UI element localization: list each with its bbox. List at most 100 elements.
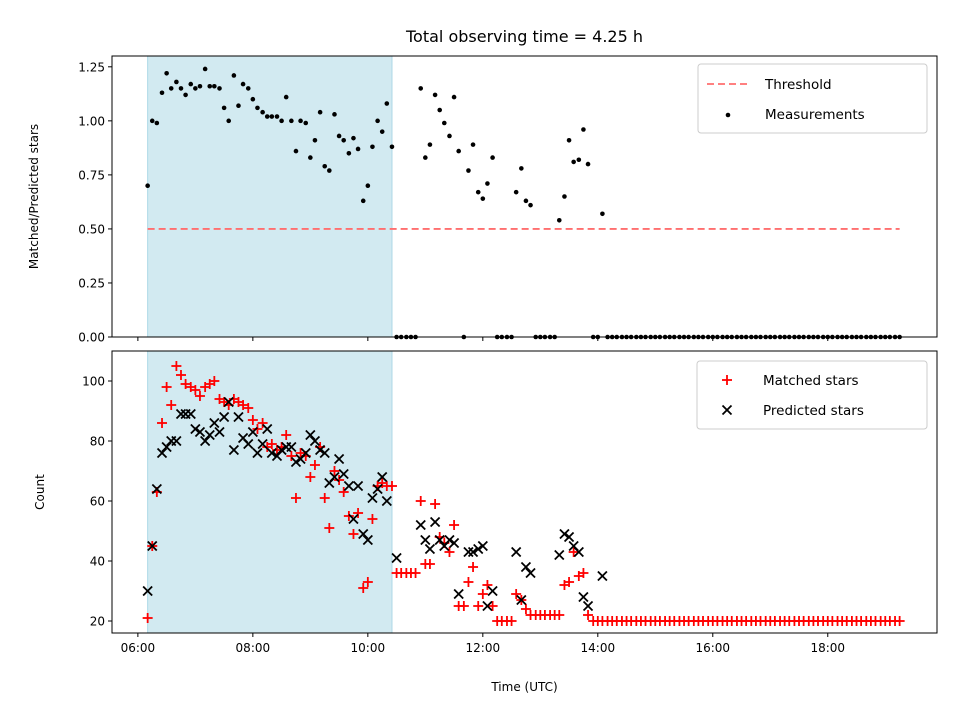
predicted-star-point (247, 426, 258, 438)
matched-star-point (564, 577, 575, 587)
predicted-star-point-b (381, 495, 392, 507)
top-y-ticks: 0.00 0.25 0.50 0.75 1.00 1.25 (78, 60, 112, 345)
predicted-star-point (391, 552, 402, 564)
predicted-star-point (467, 546, 479, 558)
measurement-point (418, 86, 424, 91)
predicted-star-point (314, 444, 326, 456)
predicted-star-point (362, 534, 373, 546)
measurement-point (360, 198, 366, 204)
predicted-star-point-b (482, 600, 493, 612)
legend-threshold-label: Threshold (764, 77, 832, 93)
matched-star-point (243, 403, 254, 413)
matched-star-point (324, 523, 335, 533)
matched-star-point (334, 475, 345, 485)
measurement-point (264, 114, 270, 119)
predicted-star-point-b (329, 471, 340, 483)
predicted-star-point (209, 417, 220, 429)
predicted-star-point (578, 591, 589, 603)
matched-star-point (568, 547, 579, 557)
predicted-star-point-b (147, 540, 158, 552)
predicted-star-point-b (199, 435, 211, 447)
measurement-point (576, 157, 582, 163)
predicted-star-point (420, 534, 431, 546)
measurement-point (221, 105, 227, 111)
measurement-point (379, 129, 385, 134)
observing-window-shade (147, 350, 393, 634)
predicted-star-point (223, 396, 234, 408)
predicted-star-point-b (262, 423, 273, 435)
measurement-point (451, 94, 457, 100)
predicted-star-point-b (204, 429, 215, 441)
matched-star-point (180, 379, 191, 389)
matched-star-point (161, 382, 172, 392)
predicted-star-point (185, 408, 196, 420)
matched-star-point (430, 499, 441, 509)
predicted-star-point-b (314, 444, 326, 456)
predicted-star-point (161, 441, 172, 453)
y-tick-label: 0.75 (78, 168, 105, 182)
matched-star-point (520, 604, 531, 614)
predicted-star-point-b (420, 534, 431, 546)
x-tick-label: 12:00 (466, 641, 501, 655)
measurement-point (336, 133, 342, 139)
x-axis-label: Time (UTC) (490, 680, 557, 694)
measurement-point (475, 189, 481, 195)
measurement-point (174, 79, 179, 85)
predicted-star-point-b (185, 408, 196, 420)
predicted-star-point-b (171, 435, 182, 447)
predicted-star-point-b (424, 543, 436, 555)
predicted-star-point (463, 546, 474, 558)
measurement-point (365, 183, 371, 188)
predicted-star-point (142, 585, 153, 597)
predicted-star-point-b (525, 567, 536, 579)
predicted-star-point (233, 411, 244, 423)
predicted-star-point (214, 426, 225, 438)
predicted-star-point (300, 447, 311, 459)
measurement-point (231, 73, 237, 78)
measurement-point (312, 138, 318, 143)
measurement-point (145, 183, 150, 188)
predicted-star-point (218, 411, 230, 423)
predicted-star-point (377, 471, 388, 483)
predicted-star-point (171, 435, 182, 447)
predicted-star-point-b (568, 540, 579, 552)
predicted-star-point (290, 456, 302, 468)
predicted-star-point (252, 447, 263, 459)
predicted-star-point (511, 546, 522, 558)
predicted-star-point (305, 429, 316, 441)
predicted-star-point (520, 561, 532, 573)
predicted-star-point-b (237, 432, 249, 444)
predicted-star-point-b (333, 453, 345, 465)
predicted-star-point (343, 480, 355, 492)
measurement-point (351, 135, 356, 141)
matched-star-point (209, 376, 220, 386)
matched-star-point (487, 601, 498, 611)
predicted-star-point (573, 546, 584, 558)
legend-cross (721, 404, 733, 416)
bottom-y-ticks: 20 40 60 80 100 (82, 375, 112, 629)
matched-star-point (171, 361, 182, 371)
y-tick-label: 100 (82, 375, 105, 389)
measurement-point (293, 148, 299, 154)
predicted-star-point-b (218, 411, 230, 423)
matched-star-point (554, 610, 565, 620)
predicted-star-point-b (300, 447, 311, 459)
matched-star-point (444, 547, 455, 557)
predicted-star-point-b (554, 549, 565, 561)
predicted-star-point-b (444, 534, 455, 546)
predicted-star-point-b (276, 444, 287, 456)
matched-star-point (329, 466, 340, 476)
x-tick-label: 10:00 (351, 641, 386, 655)
observing-window-shade (147, 55, 393, 338)
measurement-point (370, 144, 375, 150)
measurement-point (178, 86, 184, 91)
matched-star-point (338, 487, 349, 497)
predicted-star-point-b (391, 552, 402, 564)
predicted-star-point-b (343, 480, 355, 492)
measurement-point (556, 217, 562, 223)
measurement-point (562, 194, 567, 199)
matched-star-point (175, 370, 186, 380)
matched-star-point (353, 508, 364, 518)
predicted-star-point-b (516, 594, 527, 606)
measurement-point (164, 70, 169, 76)
